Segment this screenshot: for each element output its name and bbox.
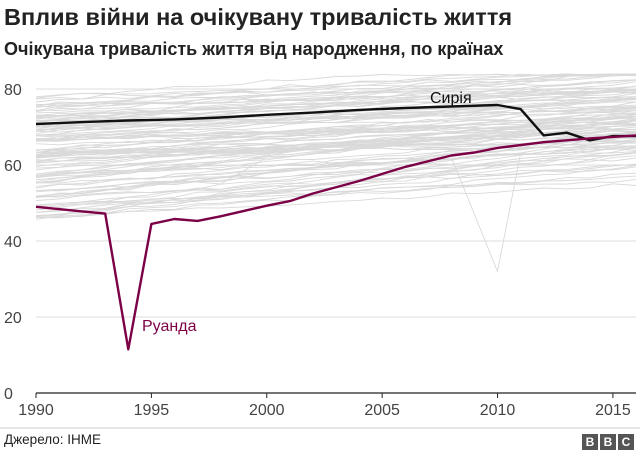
country-line [35, 166, 637, 220]
country-line [450, 153, 522, 273]
logo-letter: B [600, 434, 616, 450]
source-note: Джерело: IHME [4, 432, 102, 447]
country-line [35, 73, 637, 103]
country-line [35, 152, 637, 217]
country-line [35, 120, 637, 183]
country-line [35, 91, 637, 136]
chart-title: Вплив війни на очікувану тривалість житт… [4, 4, 513, 30]
x-tick-label: 2010 [480, 402, 516, 419]
country-line [35, 152, 637, 213]
country-line [35, 97, 637, 136]
logo-letter: B [582, 434, 598, 450]
x-tick-label: 2005 [364, 402, 400, 419]
country-line [35, 151, 637, 178]
country-line [35, 172, 637, 218]
country-line [35, 107, 637, 138]
country-line [35, 89, 637, 118]
country-line [35, 97, 637, 142]
country-line [35, 147, 637, 211]
country-line [35, 88, 637, 98]
logo-letter: C [618, 434, 634, 450]
country-line [35, 141, 637, 207]
bbc-logo: B B C [582, 434, 634, 450]
country-line [35, 152, 637, 193]
country-line [35, 137, 637, 199]
y-tick-label: 40 [4, 234, 22, 251]
chart-subtitle: Очікувана тривалість життя від народженн… [4, 39, 504, 59]
country-line [35, 101, 637, 135]
country-line [174, 157, 268, 185]
y-tick-label: 80 [4, 82, 22, 99]
country-line [35, 73, 637, 112]
country-line [35, 73, 637, 123]
country-line [35, 73, 637, 99]
country-line [35, 88, 637, 125]
country-line [35, 74, 637, 113]
x-tick-label: 2015 [595, 402, 631, 419]
country-line [35, 178, 637, 207]
y-tick-label: 60 [4, 158, 22, 175]
country-line [35, 110, 637, 157]
series-label-syria: Сирія [430, 90, 472, 107]
y-tick-label: 20 [4, 310, 22, 327]
x-tick-label: 1995 [134, 402, 170, 419]
country-line [35, 128, 636, 171]
rwanda-line [35, 134, 637, 351]
country-line [35, 132, 637, 164]
series-label-rwanda: Руанда [142, 318, 197, 335]
country-line [35, 183, 637, 219]
country-line [35, 164, 637, 198]
country-line [35, 79, 637, 106]
country-line [35, 127, 637, 137]
y-tick-label: 0 [4, 386, 13, 403]
x-tick-label: 1990 [18, 402, 54, 419]
country-line [35, 137, 637, 199]
country-line [35, 79, 637, 122]
country-line [36, 106, 637, 121]
x-tick-label: 2000 [249, 402, 285, 419]
syria-line [35, 103, 636, 142]
country-line [35, 175, 637, 209]
